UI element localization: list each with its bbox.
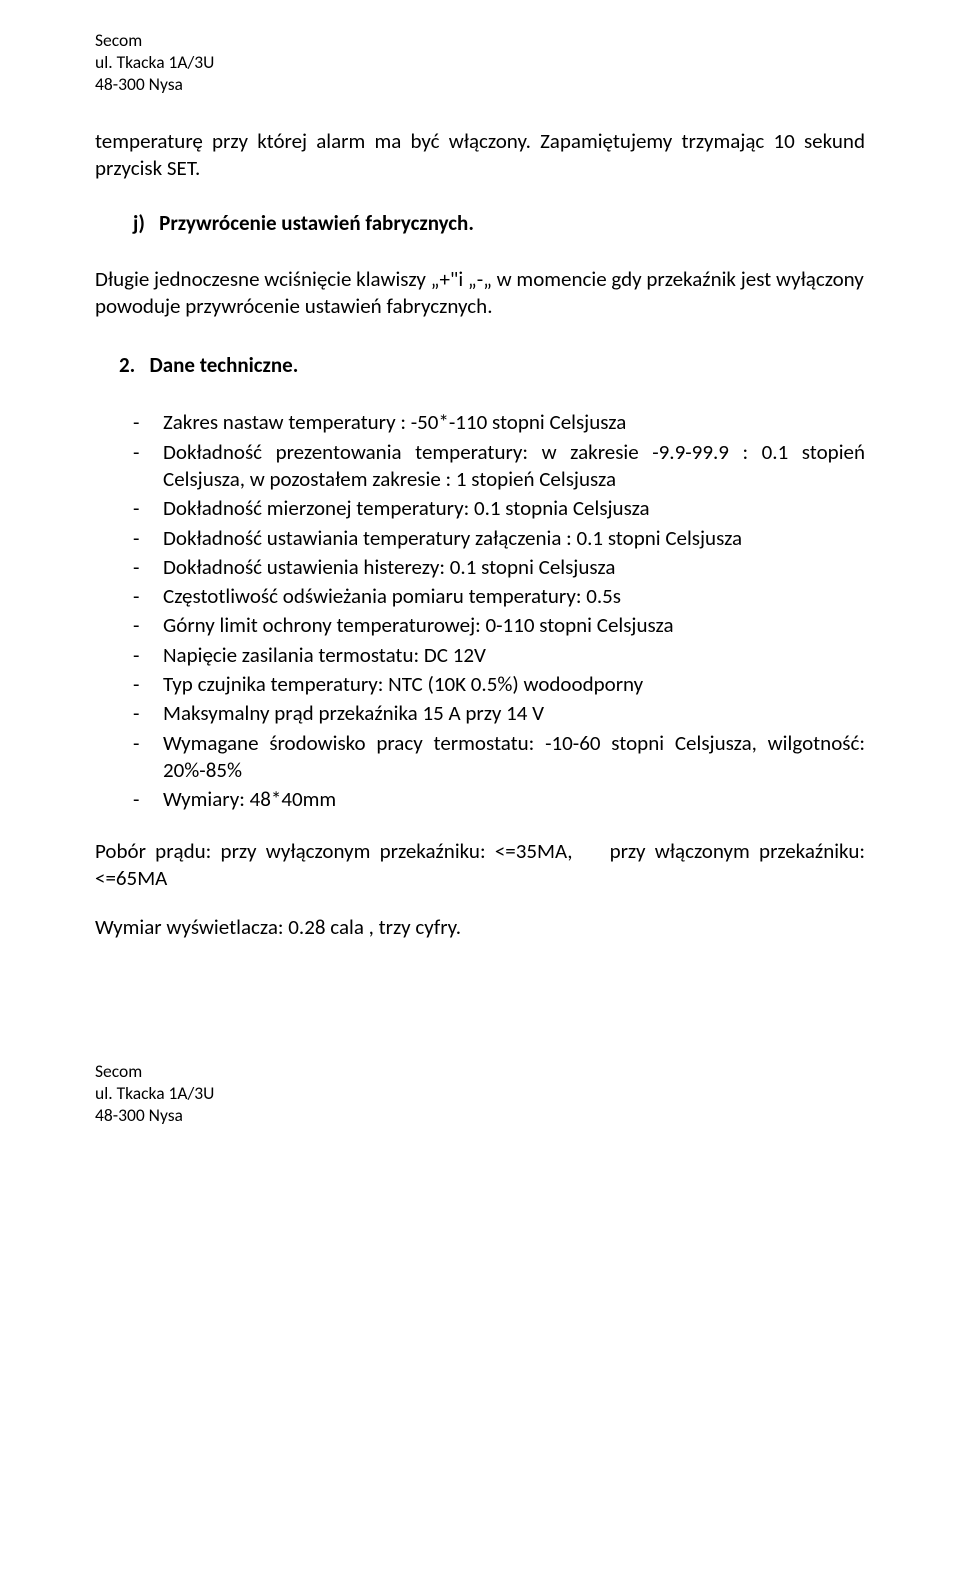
header-line-3: 48-300 Nysa: [95, 74, 865, 96]
spec-item: Zakres nastaw temperatury : -50*-110 sto…: [133, 409, 865, 436]
footer-line-2: ul. Tkacka 1A/3U: [95, 1083, 865, 1105]
page-header: Secom ul. Tkacka 1A/3U 48-300 Nysa: [95, 30, 865, 96]
footer-line-1: Secom: [95, 1061, 865, 1083]
spec-item: Dokładność ustawienia histerezy: 0.1 sto…: [133, 554, 865, 581]
spec-item: Typ czujnika temperatury: NTC (10K 0.5%)…: [133, 671, 865, 698]
section-2-heading: 2. Dane techniczne.: [95, 352, 865, 379]
page-footer: Secom ul. Tkacka 1A/3U 48-300 Nysa: [95, 1061, 865, 1127]
spec-item: Częstotliwość odświeżania pomiaru temper…: [133, 583, 865, 610]
header-line-1: Secom: [95, 30, 865, 52]
intro-paragraph: temperaturę przy której alarm ma być włą…: [95, 128, 865, 183]
spec-item: Dokładność ustawiania temperatury załącz…: [133, 525, 865, 552]
footer-line-3: 48-300 Nysa: [95, 1105, 865, 1127]
spec-item: Dokładność prezentowania temperatury: w …: [133, 439, 865, 494]
display-size-line: Wymiar wyświetlacza: 0.28 cala , trzy cy…: [95, 914, 865, 941]
spec-item: Wymagane środowisko pracy termostatu: -1…: [133, 730, 865, 785]
spec-item: Maksymalny prąd przekaźnika 15 A przy 14…: [133, 700, 865, 727]
spec-item: Wymiary: 48*40mm: [133, 786, 865, 813]
spec-item: Dokładność mierzonej temperatury: 0.1 st…: [133, 495, 865, 522]
item-j-heading: j) Przywrócenie ustawień fabrycznych.: [95, 210, 865, 237]
power-consumption-line: Pobór prądu: przy wyłączonym przekaźniku…: [95, 838, 865, 893]
header-line-2: ul. Tkacka 1A/3U: [95, 52, 865, 74]
spec-item: Napięcie zasilania termostatu: DC 12V: [133, 642, 865, 669]
spec-item: Górny limit ochrony temperaturowej: 0-11…: [133, 612, 865, 639]
item-j-paragraph: Długie jednoczesne wciśnięcie klawiszy „…: [95, 266, 865, 321]
spec-list: Zakres nastaw temperatury : -50*-110 sto…: [95, 409, 865, 813]
